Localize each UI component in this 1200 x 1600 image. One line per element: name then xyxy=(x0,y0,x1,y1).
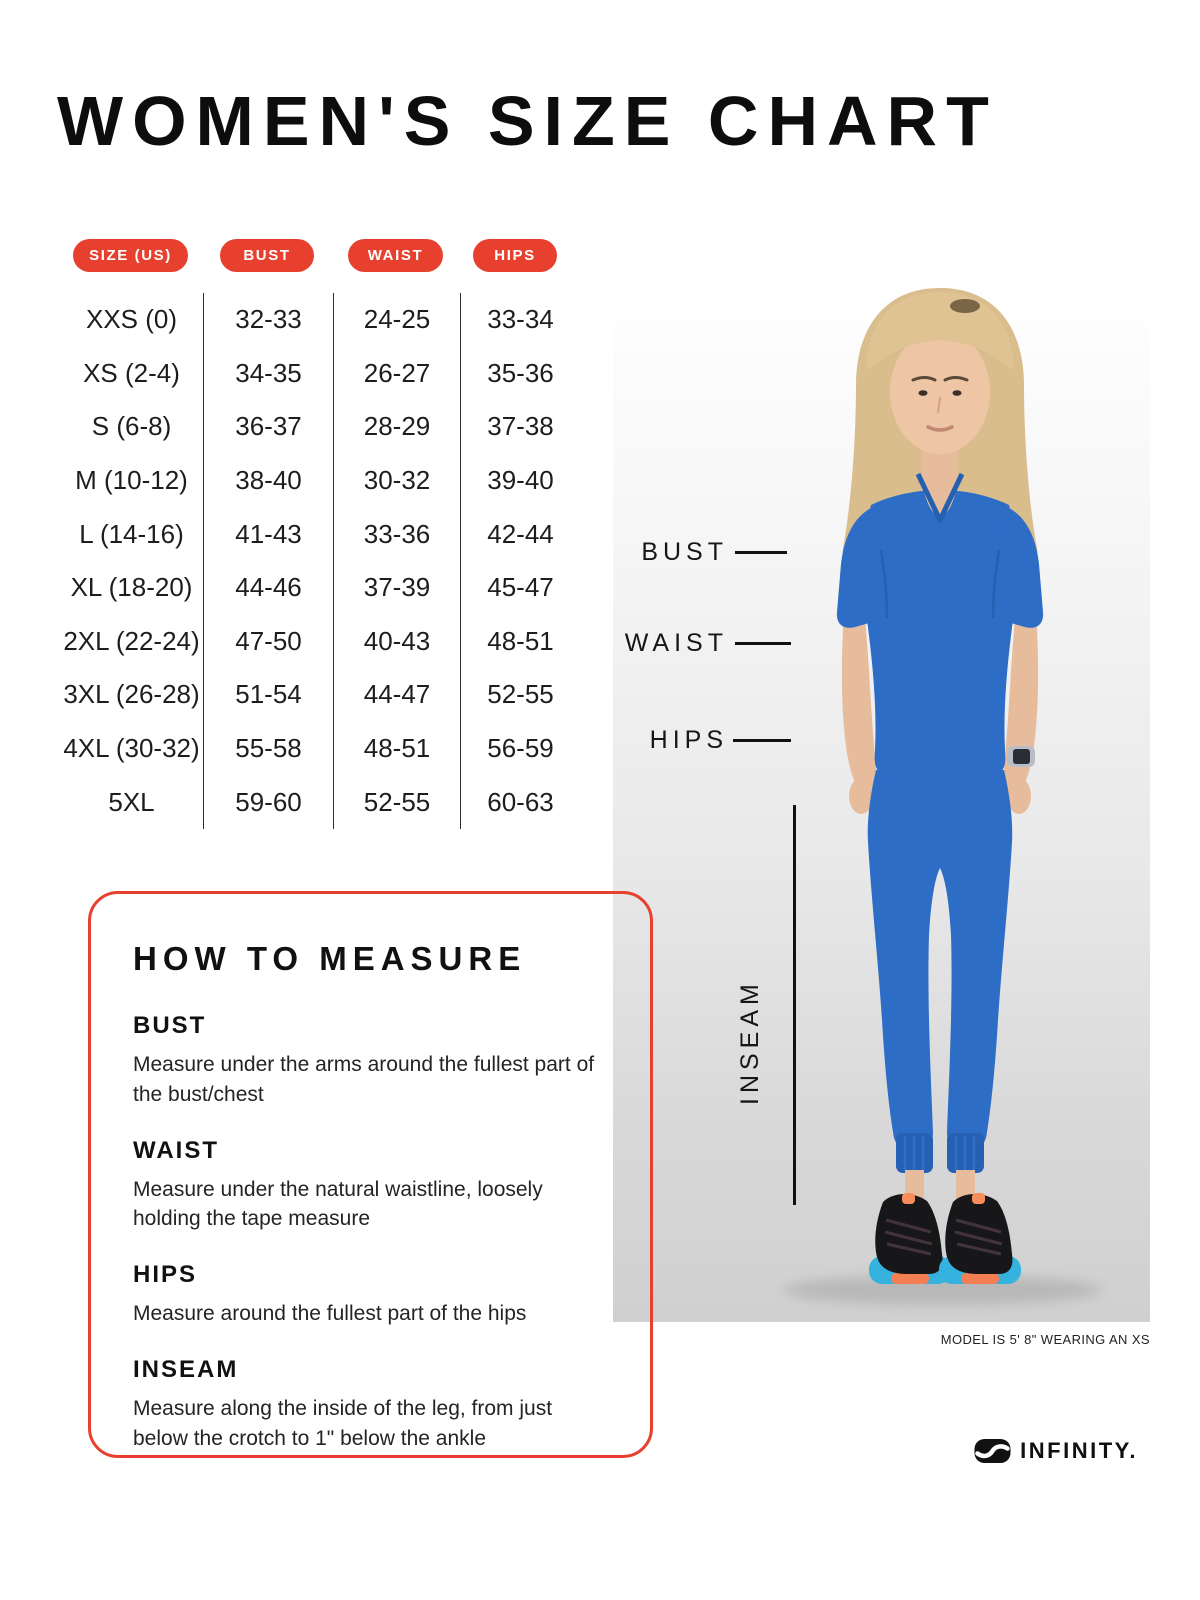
scrub-top xyxy=(836,472,1044,784)
right-eye xyxy=(952,390,962,396)
scrub-pants xyxy=(867,770,1013,1148)
page-title: WOMEN'S SIZE CHART xyxy=(57,82,998,160)
waist-cell: 37-39 xyxy=(333,560,460,615)
right-shoe xyxy=(939,1193,1021,1284)
inseam-label: INSEAM xyxy=(736,979,764,1105)
waist-cell: 28-29 xyxy=(333,400,460,454)
bust-cell: 36-37 xyxy=(203,400,333,454)
size-cell: L (14-16) xyxy=(79,518,184,549)
hips-line xyxy=(733,739,791,742)
hips-cell: 45-47 xyxy=(460,560,580,615)
column-header-hips: HIPS xyxy=(473,239,557,272)
infinity-icon xyxy=(974,1439,1011,1463)
size-cell: 5XL xyxy=(108,786,155,817)
measure-text-inseam: Measure along the inside of the leg, fro… xyxy=(133,1397,553,1450)
bust-cell: 32-33 xyxy=(203,293,333,347)
size-cell: M (10-12) xyxy=(75,465,188,496)
column-header-waist: WAIST xyxy=(348,239,443,272)
nose xyxy=(936,396,942,414)
hips-cell: 42-44 xyxy=(460,507,580,561)
size-cell: S (6-8) xyxy=(91,411,172,442)
left-hand xyxy=(849,778,873,814)
left-shoe xyxy=(869,1193,951,1284)
waist-cell: 26-27 xyxy=(333,346,460,401)
bust-cell: 47-50 xyxy=(203,614,333,669)
waist-cell: 48-51 xyxy=(333,721,460,776)
model-illustration xyxy=(783,288,1103,1305)
hair-roots xyxy=(950,299,980,313)
waist-cell: 33-36 xyxy=(333,507,460,561)
right-arm xyxy=(1003,610,1039,791)
waist-cell: 24-25 xyxy=(333,293,460,347)
hips-cell: 60-63 xyxy=(460,775,580,829)
bust-cell: 34-35 xyxy=(203,346,333,401)
measure-label-bust: BUST xyxy=(133,1012,207,1039)
right-hand xyxy=(1007,778,1031,814)
hips-cell: 33-34 xyxy=(460,293,580,347)
size-cell: 2XL (22-24) xyxy=(63,625,200,656)
measure-section-hips: HIPS Measure around the fullest part of … xyxy=(133,1261,608,1329)
measure-text-bust: Measure under the arms around the fulles… xyxy=(133,1053,595,1106)
waist-label: WAIST xyxy=(624,629,728,657)
hips-cell: 37-38 xyxy=(460,400,580,454)
waist-cell: 40-43 xyxy=(333,614,460,669)
bust-cell: 59-60 xyxy=(203,775,333,829)
lips xyxy=(926,425,954,432)
brand-logo: INFINITY. xyxy=(974,1438,1138,1464)
model-photo xyxy=(613,280,1150,1322)
column-header-size: SIZE (US) xyxy=(73,239,188,272)
size-table-body: XXS (0) 32-33 24-25 33-34 XS (2-4) 34-35… xyxy=(60,293,580,829)
bust-cell: 55-58 xyxy=(203,721,333,776)
size-cell: 4XL (30-32) xyxy=(63,733,200,764)
pant-cuffs xyxy=(896,1133,984,1173)
waist-cell: 44-47 xyxy=(333,668,460,722)
hips-cell: 52-55 xyxy=(460,668,580,722)
size-cell: XXS (0) xyxy=(85,304,178,335)
hips-cell: 39-40 xyxy=(460,453,580,508)
bust-cell: 41-43 xyxy=(203,507,333,561)
measure-text-waist: Measure under the natural waistline, loo… xyxy=(133,1177,543,1231)
how-to-measure-box: HOW TO MEASURE BUST Measure under the ar… xyxy=(88,891,653,1458)
model-caption: MODEL IS 5' 8" WEARING AN XS xyxy=(940,1332,1150,1347)
left-eyebrow xyxy=(911,376,937,382)
measure-label-waist: WAIST xyxy=(133,1136,219,1164)
hips-cell: 56-59 xyxy=(460,721,580,776)
watch-screen xyxy=(1013,749,1030,764)
measure-label-hips: HIPS xyxy=(133,1261,198,1289)
face xyxy=(890,330,990,454)
brand-name: INFINITY. xyxy=(1020,1438,1138,1463)
bust-cell: 44-46 xyxy=(203,560,333,615)
waist-cell: 30-32 xyxy=(333,453,460,508)
left-eye xyxy=(918,390,928,396)
waist-cell: 52-55 xyxy=(333,775,460,829)
left-arm xyxy=(841,610,877,791)
bust-cell: 51-54 xyxy=(203,668,333,722)
right-eyebrow xyxy=(943,376,969,382)
measure-section-bust: BUST Measure under the arms around the f… xyxy=(133,1012,608,1110)
floor-shadow xyxy=(783,1275,1103,1305)
bust-cell: 38-40 xyxy=(203,453,333,508)
bust-line xyxy=(735,551,787,554)
measure-section-inseam: INSEAM Measure along the inside of the l… xyxy=(133,1356,608,1454)
hips-cell: 48-51 xyxy=(460,614,580,669)
size-cell: XS (2-4) xyxy=(83,357,180,388)
bust-label: BUST xyxy=(641,538,728,566)
measure-text-hips: Measure around the fullest part of the h… xyxy=(133,1302,527,1326)
measure-section-waist: WAIST Measure under the natural waistlin… xyxy=(133,1137,608,1235)
measure-label-inseam: INSEAM xyxy=(133,1356,239,1384)
hips-cell: 35-36 xyxy=(460,346,580,401)
size-cell: XL (18-20) xyxy=(70,572,193,603)
size-cell: 3XL (26-28) xyxy=(63,679,200,710)
waist-line xyxy=(735,642,791,645)
column-header-bust: BUST xyxy=(220,239,314,272)
inseam-line xyxy=(793,805,796,1205)
how-to-measure-title: HOW TO MEASURE xyxy=(133,940,527,977)
hips-label: HIPS xyxy=(649,726,728,754)
hair-fringe xyxy=(866,292,1014,370)
